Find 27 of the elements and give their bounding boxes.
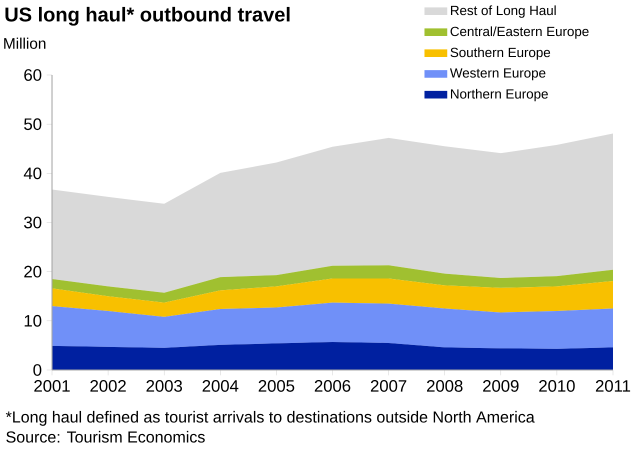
x-tick-label: 2003 [146,380,182,392]
chart-title: US long haul* outbound travel [5,6,290,26]
y-tick-label: 30 [24,216,42,228]
legend-label: Western Europe [450,68,546,80]
y-tick-label: 60 [24,69,42,81]
legend-label: Central/Eastern Europe [450,26,589,39]
x-tick-label: 2001 [34,380,70,392]
x-tick-label: 2008 [427,380,463,392]
text: *Long haul defined as tourist arrivals to destinations outside North America [6,410,535,426]
x-tick-label: 2004 [202,380,238,392]
x-tick-label: 2006 [314,380,350,392]
y-tick-label: 0 [33,364,42,376]
x-tick-label: 2007 [370,380,406,392]
y-tick-label: 50 [24,118,42,130]
legend-label: Rest of Long Haul [450,5,556,18]
y-axis-title: Million [4,38,46,49]
legend-label: Northern Europe [450,88,548,102]
x-tick-label: 2011 [596,380,630,392]
y-tick-label: 10 [24,314,42,327]
source-note: Source: Tourism Economics [6,430,205,443]
x-tick-label: 2010 [539,380,575,392]
y-tick-label: 20 [24,266,42,278]
legend-label: Southern Europe [450,47,550,60]
x-tick-label: 2002 [90,380,126,392]
x-tick-label: 2009 [483,380,519,392]
y-tick-label: 40 [24,167,42,180]
x-tick-label: 2005 [258,380,294,392]
